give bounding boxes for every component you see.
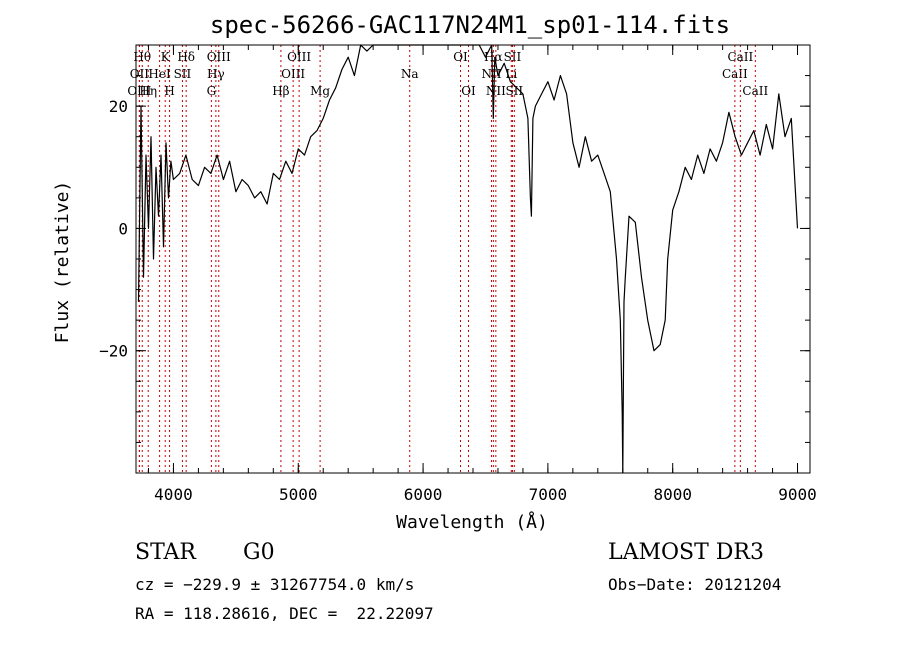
plot-axes: 4000 5000 6000 7000 8000 9000 −20 0 20 <box>99 44 817 504</box>
marker-label-10: Hγ <box>207 67 225 81</box>
y-tick-label: 0 <box>118 219 128 238</box>
chart-title: spec-56266-GAC117N24M1_sp01-114.fits <box>210 11 730 39</box>
marker-label-20: Hα <box>484 50 503 64</box>
y-axis-label: Flux (relative) <box>52 181 73 344</box>
survey-name: LAMOST DR3 <box>608 540 764 565</box>
marker-label-11: OIII <box>207 50 231 64</box>
object-subclass: G0 <box>243 540 275 565</box>
marker-label-22: Li <box>505 67 517 81</box>
marker-label-8: Hδ <box>177 50 195 64</box>
x-tick-label: 9000 <box>778 485 817 504</box>
coordinates-readout: RA = 118.28616, DEC = 22.22097 <box>135 604 434 623</box>
object-class: STAR <box>135 540 196 565</box>
marker-label-5: K <box>161 50 171 64</box>
marker-label-26: CaII <box>727 50 753 64</box>
marker-label-0: Hθ <box>133 50 151 64</box>
spectrum-series <box>137 44 799 474</box>
x-tick-label: 6000 <box>404 485 443 504</box>
marker-label-1: OII <box>130 67 150 81</box>
marker-label-13: OIII <box>281 67 305 81</box>
marker-label-4: HeI <box>148 67 171 81</box>
marker-label-6: H <box>164 84 174 98</box>
spectrum-line-0 <box>137 44 799 474</box>
x-tick-label: 8000 <box>653 485 692 504</box>
x-tick-label: 7000 <box>529 485 568 504</box>
x-tick-label: 5000 <box>279 485 318 504</box>
marker-label-24: SII <box>505 84 523 98</box>
marker-label-3: Hη <box>139 84 157 98</box>
marker-label-16: Na <box>401 67 419 81</box>
x-axis-label: Wavelength (Å) <box>396 511 548 533</box>
marker-label-15: Mg <box>310 84 330 98</box>
redshift-readout: cz = −229.9 ± 31267754.0 km/s <box>135 575 415 594</box>
y-tick-label: 20 <box>109 97 128 116</box>
marker-label-21: NII <box>486 84 506 98</box>
marker-label-7: SII <box>174 67 192 81</box>
plot-frame <box>135 44 811 474</box>
marker-label-9: G <box>207 84 217 98</box>
marker-label-25: CaII <box>722 67 748 81</box>
marker-label-2: OIII <box>127 84 151 98</box>
marker-label-23: SII <box>504 50 522 64</box>
marker-label-18: OI <box>461 84 476 98</box>
y-tick-label: −20 <box>99 342 128 361</box>
spectral-line-markers: HθOIIOIIIHηHeIKHSIIHδGHγOIIIHβOIIIOIIIMg… <box>127 45 768 473</box>
marker-label-14: OIII <box>287 50 311 64</box>
marker-label-27: CaII <box>742 84 768 98</box>
marker-label-12: Hβ <box>272 84 289 98</box>
observation-date: Obs−Date: 20121204 <box>608 575 782 594</box>
x-tick-label: 4000 <box>154 485 193 504</box>
marker-label-17: OI <box>453 50 468 64</box>
